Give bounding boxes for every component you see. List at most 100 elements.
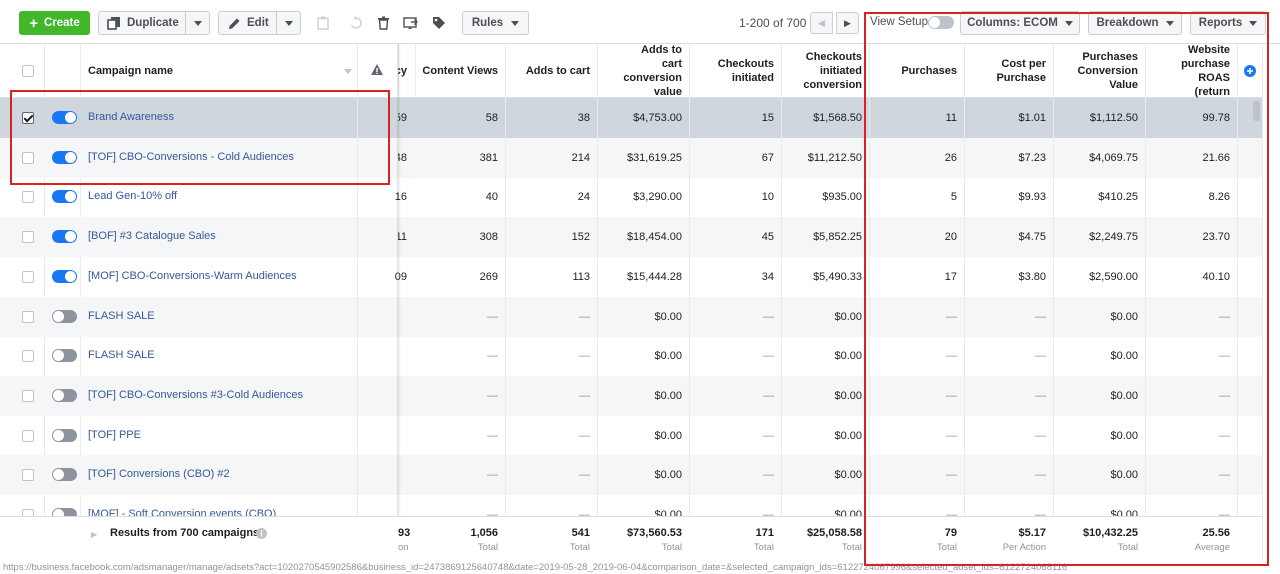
table-row[interactable]: — — $0.00 — $0.00 — — $0.00 —	[0, 336, 1262, 376]
campaign-name-link[interactable]: [BOF] #3 Catalogue Sales	[88, 230, 216, 243]
vertical-scrollbar[interactable]	[1262, 44, 1280, 562]
row-checkbox[interactable]	[22, 350, 34, 363]
add-column-button[interactable]	[1237, 44, 1262, 98]
cell-cost-per-purchase: $1.01	[1018, 112, 1046, 124]
row-checkbox[interactable]	[22, 270, 34, 283]
campaign-status-toggle[interactable]	[52, 190, 77, 204]
breakdown-dropdown[interactable]: Breakdown	[1088, 11, 1182, 35]
campaign-status-toggle[interactable]	[52, 428, 77, 442]
column-header-cost-per-purchase[interactable]: Cost per Purchase	[964, 44, 1053, 98]
cell-checkout-value: $0.00	[834, 389, 862, 402]
campaign-name-link[interactable]: [TOF] PPE	[88, 428, 141, 441]
campaign-name-link[interactable]: FLASH SALE	[88, 349, 155, 362]
campaign-name-link[interactable]: Lead Gen-10% off	[88, 190, 178, 203]
column-header-label: Purchases Conversion Value	[1077, 51, 1138, 91]
tag-icon-button[interactable]	[426, 11, 452, 35]
footer-value: 541	[571, 527, 590, 539]
row-checkbox[interactable]	[22, 310, 34, 323]
campaign-name-link[interactable]: Brand Awareness	[88, 111, 175, 123]
column-header-campaign-name[interactable]: Campaign name	[88, 65, 173, 77]
frozen-row[interactable]: [BOF] #3 Catalogue Sales	[0, 217, 398, 258]
campaign-status-toggle[interactable]	[52, 309, 77, 323]
clipboard-icon-button[interactable]	[310, 11, 336, 35]
frozen-row[interactable]: [TOF] PPE	[0, 415, 398, 456]
rules-label: Rules	[471, 17, 504, 29]
table-row[interactable]: 09 269 113 $15,444.28 34 $5,490.33 17 $3.80 $2,5…	[0, 257, 1262, 297]
row-checkbox[interactable]	[22, 429, 34, 442]
revert-icon-button[interactable]	[343, 11, 369, 35]
prev-page-button[interactable]: ◀	[810, 12, 833, 34]
view-setup-toggle[interactable]	[928, 16, 954, 29]
frozen-row[interactable]: [TOF] CBO-Conversions #3-Cold Audiences	[0, 375, 398, 416]
campaign-status-toggle[interactable]	[52, 111, 77, 124]
row-checkbox[interactable]	[22, 389, 34, 402]
row-checkbox[interactable]	[22, 231, 34, 244]
column-header-content-views[interactable]: Content Views	[415, 44, 505, 98]
edit-dropdown[interactable]	[276, 12, 300, 34]
campaign-status-toggle[interactable]	[52, 388, 77, 402]
column-header-purchases-value[interactable]: Purchases Conversion Value	[1053, 44, 1145, 98]
cell-cost-per-purchase: $7.23	[1018, 151, 1046, 164]
edit-button[interactable]: Edit	[218, 11, 301, 35]
clipboard-icon	[317, 16, 329, 30]
reports-dropdown[interactable]: Reports	[1190, 11, 1266, 35]
footer-sub: Total	[569, 542, 590, 553]
cell-checkout-value: $5,852.25	[813, 231, 862, 244]
cell-checkouts: 34	[761, 270, 774, 283]
campaign-status-toggle[interactable]	[52, 468, 77, 482]
frozen-row[interactable]: FLASH SALE	[0, 296, 398, 337]
cell-content-views: 58	[485, 112, 498, 124]
cell-roas: —	[1219, 350, 1230, 363]
column-header-checkouts-value[interactable]: Checkouts initiated conversion	[781, 44, 869, 98]
footer-value: $25,058.58	[806, 527, 862, 539]
campaign-name-link[interactable]: [MOF] CBO-Conversions-Warm Audiences	[88, 269, 297, 282]
columns-dropdown[interactable]: Columns: ECOM	[960, 11, 1080, 35]
cell-purchases: —	[946, 509, 957, 521]
campaign-name-link[interactable]: FLASH SALE	[88, 309, 155, 322]
frozen-row[interactable]: [MOF] CBO-Conversions-Warm Audiences	[0, 256, 398, 297]
row-checkbox[interactable]	[22, 191, 34, 204]
column-header-label: Checkouts initiated	[717, 58, 774, 84]
frozen-row[interactable]: Lead Gen-10% off	[0, 177, 398, 218]
columns-label: Columns: ECOM	[967, 17, 1058, 29]
sort-caret-icon[interactable]	[344, 69, 352, 74]
row-checkbox[interactable]	[22, 469, 34, 482]
campaign-status-toggle[interactable]	[52, 269, 77, 283]
export-icon-button[interactable]	[398, 11, 424, 35]
delete-icon-button[interactable]	[370, 11, 396, 35]
expand-icon[interactable]: ▶	[91, 530, 98, 539]
duplicate-button[interactable]: Duplicate	[98, 11, 210, 35]
frozen-row[interactable]: [TOF] Conversions (CBO) #2	[0, 455, 398, 496]
cell-purchases-value: $2,249.75	[1089, 231, 1138, 244]
select-all-checkbox[interactable]	[22, 65, 34, 77]
table-row[interactable]: 16 40 24 $3,290.00 10 $935.00 5 $9.93 $410.25 8.2…	[0, 177, 1262, 217]
frozen-row[interactable]: [TOF] CBO-Conversions - Cold Audiences	[0, 137, 398, 178]
frozen-row[interactable]: Brand Awareness	[0, 98, 398, 138]
cell-cost-per-purchase: —	[1035, 509, 1046, 521]
row-checkbox[interactable]	[22, 112, 34, 124]
rules-button[interactable]: Rules	[462, 11, 529, 35]
campaign-name-link[interactable]: [TOF] CBO-Conversions - Cold Audiences	[88, 150, 294, 163]
table-row[interactable]: — — $0.00 — $0.00 — — $0.00 —	[0, 416, 1262, 456]
next-page-button[interactable]: ▶	[836, 12, 859, 34]
column-header-atc-value[interactable]: Adds to cart conversion value	[597, 44, 689, 98]
campaign-status-toggle[interactable]	[52, 150, 77, 164]
campaign-name-link[interactable]: [TOF] Conversions (CBO) #2	[88, 468, 230, 481]
campaign-name-link[interactable]: [TOF] CBO-Conversions #3-Cold Audiences	[88, 388, 303, 401]
duplicate-dropdown[interactable]	[185, 12, 209, 34]
cell-purchases-value: $0.00	[1110, 429, 1138, 442]
footer-cost-per-purchase: $5.17 Per Action	[964, 517, 1053, 563]
column-header-purchases[interactable]: Purchases	[869, 44, 964, 98]
column-header-checkouts-initiated[interactable]: Checkouts initiated	[689, 44, 781, 98]
column-header-adds-to-cart[interactable]: Adds to cart	[505, 44, 597, 98]
scrollbar-thumb[interactable]	[1253, 101, 1260, 121]
divider	[80, 44, 81, 98]
info-icon[interactable]	[256, 528, 267, 539]
frozen-row[interactable]: FLASH SALE	[0, 336, 398, 377]
column-header-roas[interactable]: Website purchase ROAS (return	[1145, 44, 1237, 98]
campaign-status-toggle[interactable]	[52, 230, 77, 244]
create-button[interactable]: + Create	[19, 11, 90, 35]
breakdown-label: Breakdown	[1096, 17, 1159, 29]
row-checkbox[interactable]	[22, 151, 34, 164]
campaign-status-toggle[interactable]	[52, 349, 77, 363]
